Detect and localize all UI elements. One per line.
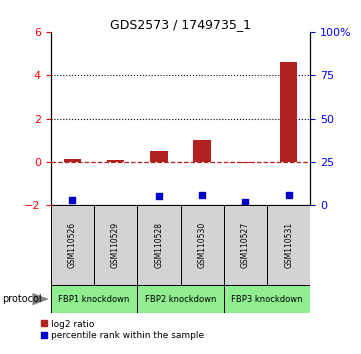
Bar bbox=[51, 205, 94, 285]
Bar bbox=[224, 285, 310, 313]
Bar bbox=[280, 62, 297, 162]
Text: protocol: protocol bbox=[2, 294, 42, 304]
Text: GSM110528: GSM110528 bbox=[155, 222, 163, 268]
Text: GSM110527: GSM110527 bbox=[241, 222, 250, 268]
Text: FBP3 knockdown: FBP3 knockdown bbox=[231, 295, 303, 304]
Bar bbox=[107, 160, 124, 162]
Bar bbox=[180, 205, 224, 285]
Bar bbox=[193, 140, 211, 162]
Bar bbox=[267, 205, 310, 285]
Point bbox=[156, 193, 162, 199]
Point bbox=[243, 199, 248, 205]
Bar bbox=[137, 205, 180, 285]
Bar bbox=[51, 285, 137, 313]
Bar bbox=[237, 162, 254, 163]
Point bbox=[199, 192, 205, 198]
Legend: log2 ratio, percentile rank within the sample: log2 ratio, percentile rank within the s… bbox=[41, 320, 205, 340]
Bar bbox=[224, 205, 267, 285]
Text: GSM110531: GSM110531 bbox=[284, 222, 293, 268]
Text: GSM110530: GSM110530 bbox=[198, 222, 206, 268]
Bar bbox=[150, 151, 168, 162]
Point bbox=[286, 192, 292, 198]
Point bbox=[69, 197, 75, 203]
Text: GSM110526: GSM110526 bbox=[68, 222, 77, 268]
Text: FBP2 knockdown: FBP2 knockdown bbox=[145, 295, 216, 304]
Bar bbox=[64, 159, 81, 162]
Title: GDS2573 / 1749735_1: GDS2573 / 1749735_1 bbox=[110, 18, 251, 31]
Bar bbox=[94, 205, 137, 285]
Bar bbox=[137, 285, 224, 313]
Text: GSM110529: GSM110529 bbox=[111, 222, 120, 268]
Text: FBP1 knockdown: FBP1 knockdown bbox=[58, 295, 130, 304]
Polygon shape bbox=[32, 293, 49, 305]
